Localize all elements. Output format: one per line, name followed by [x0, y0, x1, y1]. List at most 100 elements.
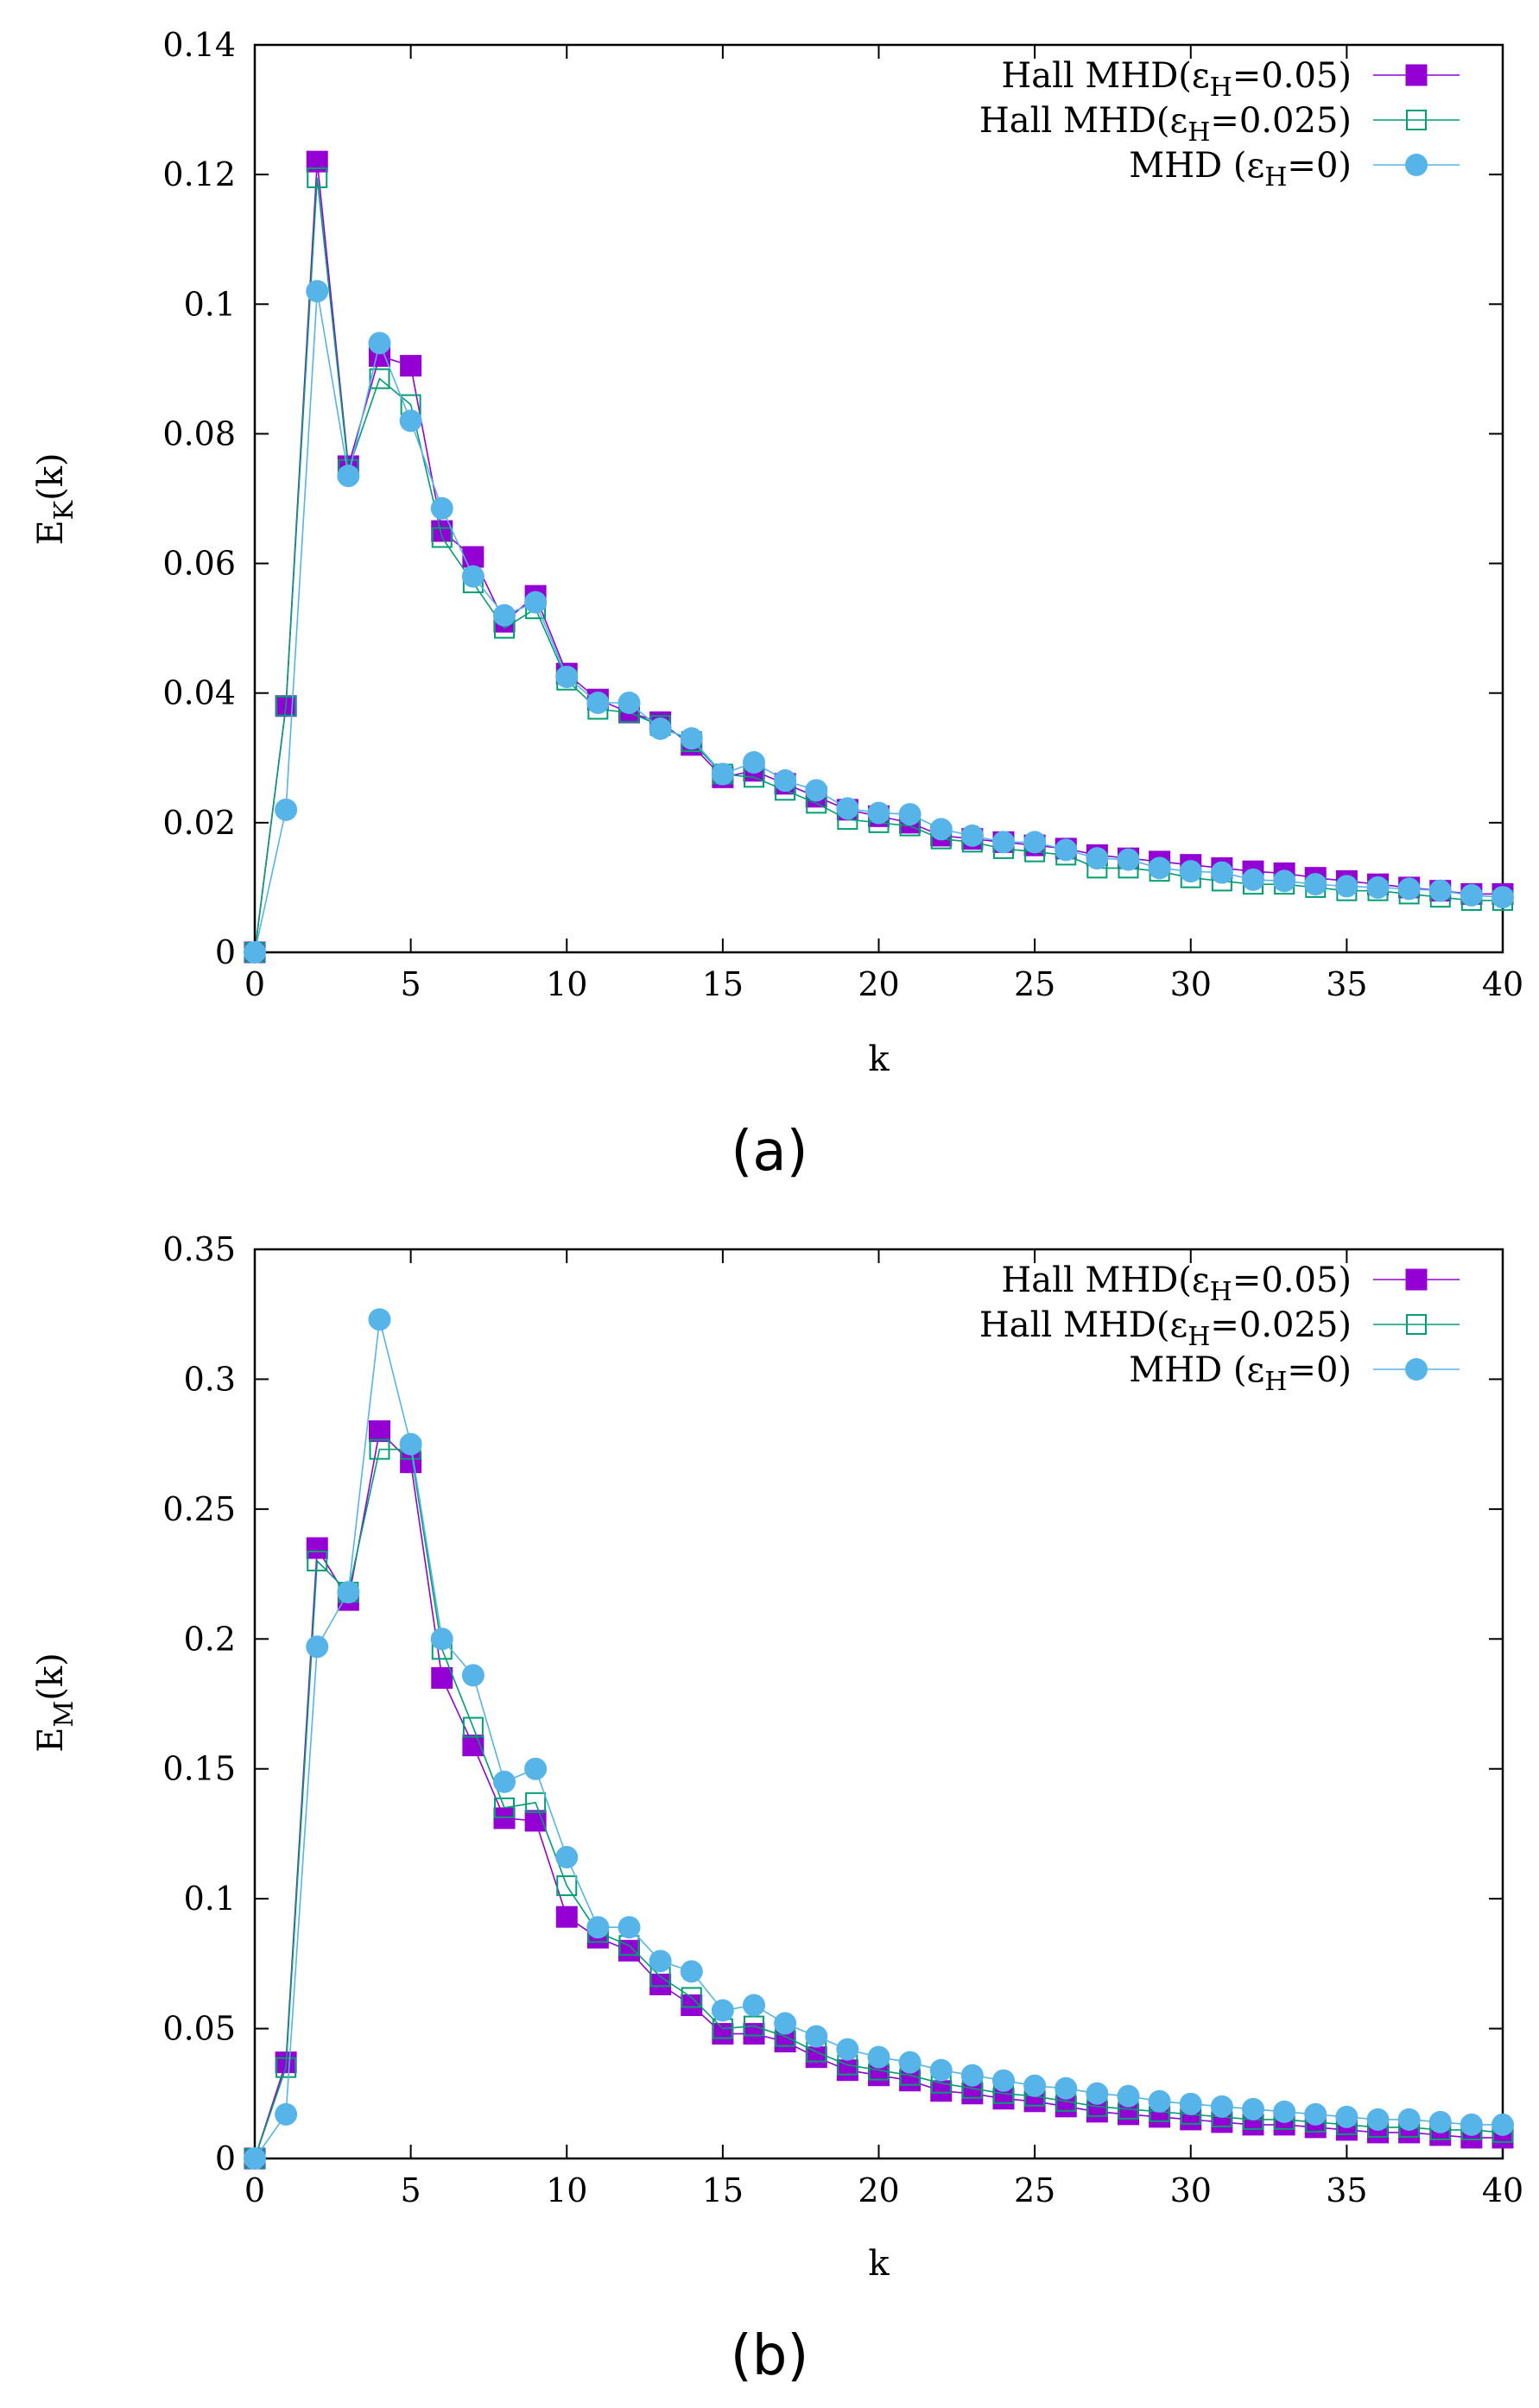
y-tick-label: 0.08	[162, 414, 236, 452]
data-point	[556, 1875, 578, 1897]
data-point	[462, 546, 484, 568]
x-tick-label: 5	[401, 965, 421, 1003]
data-point	[1117, 2084, 1140, 2108]
data-point	[369, 1420, 390, 1443]
y-tick-label: 0.05	[162, 2010, 236, 2048]
data-point	[1086, 847, 1109, 870]
y-axis-label: EK(k)	[31, 452, 79, 545]
data-point	[1460, 883, 1483, 907]
data-point	[276, 695, 297, 717]
data-point	[244, 941, 266, 964]
data-point	[1210, 2095, 1233, 2118]
data-point	[524, 1757, 548, 1780]
data-point	[1304, 2102, 1327, 2126]
data-point	[430, 496, 453, 520]
data-point	[618, 691, 641, 714]
x-tick-label: 30	[1170, 2171, 1212, 2209]
data-point	[244, 2147, 266, 2170]
data-point	[307, 167, 328, 188]
data-point	[711, 762, 734, 786]
data-point	[431, 527, 453, 548]
x-tick-label: 15	[702, 2171, 744, 2209]
data-point	[306, 280, 329, 303]
data-point	[275, 798, 298, 821]
data-point	[400, 355, 422, 377]
data-point	[1179, 860, 1202, 883]
data-point	[774, 769, 797, 793]
x-tick-label: 35	[1326, 2171, 1367, 2209]
data-point	[555, 1846, 579, 1869]
data-point	[493, 1770, 516, 1793]
x-tick-label: 40	[1482, 965, 1523, 1003]
data-point	[1148, 2089, 1171, 2113]
data-point	[1273, 869, 1296, 893]
legend-marker	[1406, 110, 1427, 130]
y-tick-label: 0	[215, 2139, 236, 2177]
data-point	[493, 604, 516, 627]
legend-marker	[1405, 1268, 1428, 1291]
data-point	[898, 803, 922, 826]
data-point	[960, 824, 984, 847]
data-point	[1086, 2082, 1109, 2105]
data-point	[1335, 875, 1358, 898]
data-point	[681, 1987, 702, 2008]
data-point	[992, 831, 1015, 854]
data-point	[1366, 2108, 1390, 2131]
data-point	[1117, 848, 1140, 871]
series-hall_0025	[244, 167, 1513, 963]
y-tick-label: 0.04	[162, 674, 236, 712]
data-point	[618, 1939, 640, 1962]
x-axis-label: k	[868, 2244, 890, 2284]
data-point	[1460, 2113, 1483, 2136]
y-tick-label: 0.35	[162, 1230, 236, 1268]
series-line	[254, 1319, 1503, 2159]
data-point	[649, 717, 672, 741]
data-point	[836, 2059, 858, 2082]
data-point	[430, 1627, 453, 1651]
data-point	[1366, 875, 1390, 899]
series-line	[254, 291, 1504, 953]
data-point	[399, 409, 422, 433]
x-tick-label: 35	[1326, 965, 1367, 1003]
x-tick-label: 0	[244, 2171, 265, 2209]
series-line	[254, 1448, 1504, 2159]
data-point	[1492, 2113, 1514, 2136]
data-point	[369, 1438, 390, 1460]
panel-b-chart: 0 5 10 15 20 25 30 35 40 0 0.05 0.1 0.15 0.2 0.25 0.3 0.…	[31, 1230, 1523, 2284]
data-point	[525, 1792, 547, 1813]
data-point	[586, 1916, 610, 1939]
data-point	[1023, 831, 1047, 854]
data-point	[992, 2069, 1015, 2092]
x-tick-label: 20	[858, 2171, 899, 2209]
x-tick-label: 10	[546, 965, 587, 1003]
y-tick-label: 0.15	[162, 1750, 236, 1788]
data-point	[743, 751, 765, 774]
y-tick-label: 0.1	[184, 1880, 236, 1918]
x-tick-label: 5	[401, 2171, 421, 2209]
data-point	[337, 1581, 360, 1604]
legend-label: MHD (εH=0)	[1129, 146, 1352, 193]
legend-marker	[1405, 154, 1428, 176]
data-point	[586, 691, 610, 714]
data-point	[1428, 2110, 1452, 2133]
legend-label: Hall MHD(εH=0.025)	[979, 101, 1352, 148]
data-point	[275, 2102, 298, 2126]
data-point	[368, 332, 391, 355]
x-tick-label: 0	[244, 965, 265, 1003]
data-point	[743, 1994, 765, 2017]
data-point	[1273, 2100, 1296, 2123]
data-point	[836, 797, 859, 820]
x-axis-label: k	[868, 1040, 890, 1079]
y-tick-label: 0.12	[162, 155, 236, 193]
y-tick-label: 0.1	[184, 285, 236, 323]
data-point	[744, 2015, 764, 2037]
data-point	[462, 1716, 484, 1738]
data-point	[1023, 2074, 1047, 2097]
data-point	[276, 2057, 297, 2078]
series-mhd	[244, 1308, 1514, 2170]
legend-marker	[1406, 1314, 1427, 1335]
data-point	[805, 779, 828, 802]
data-point	[618, 1916, 641, 1939]
data-point	[400, 1451, 422, 1474]
data-point	[960, 2064, 984, 2087]
